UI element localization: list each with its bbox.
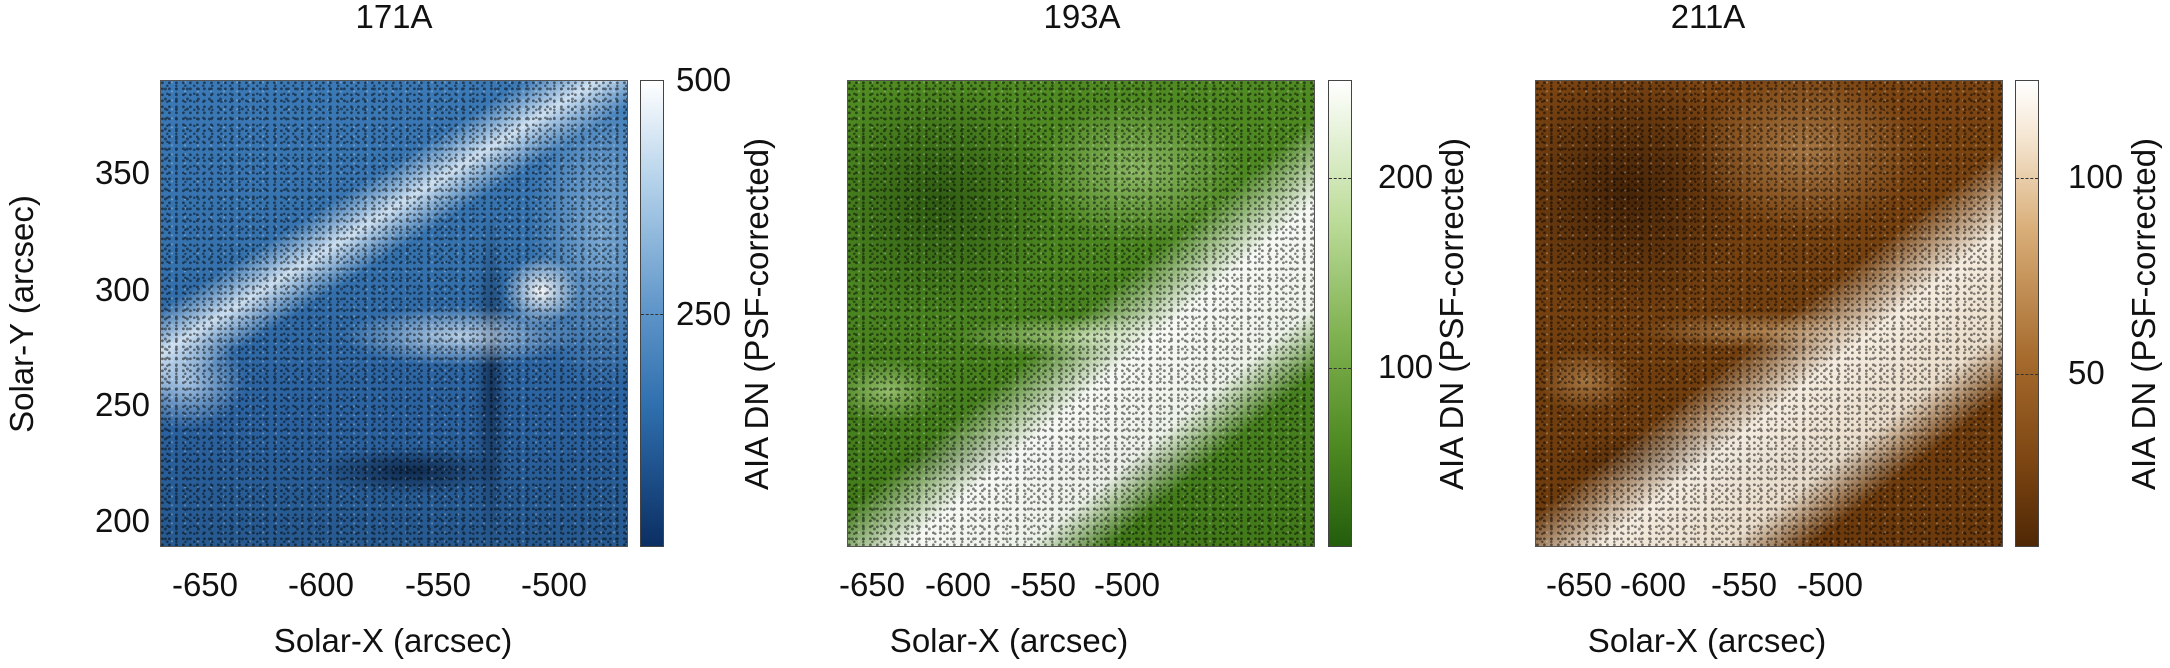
image-texture — [848, 81, 1314, 546]
x-tick-label: -600 — [287, 566, 355, 603]
colorbar-tick-label: 250 — [676, 295, 732, 332]
colorbar-tick-label: 50 — [2068, 354, 2105, 391]
colorbar-193 — [1328, 80, 1352, 547]
colorbar-tick — [641, 314, 663, 315]
solar-image-171 — [160, 80, 628, 547]
x-tick-label: -550 — [1710, 566, 1778, 603]
panel-title: 211A — [1670, 0, 1746, 35]
x-tick-label: -650 — [838, 566, 906, 603]
panel-193: 193A 200 100 AIA DN (PSF-corrected) -650… — [838, 0, 1470, 659]
colorbar-211 — [2015, 80, 2039, 547]
x-tick-label: -500 — [1796, 566, 1864, 603]
x-tick-label: -650 — [1545, 566, 1613, 603]
colorbar-tick — [1329, 178, 1351, 179]
y-tick-label: 350 — [94, 154, 150, 191]
x-tick-label: -600 — [924, 566, 992, 603]
x-axis-label: Solar-X (arcsec) — [889, 622, 1129, 659]
x-tick-label: -550 — [404, 566, 472, 603]
solar-image-193 — [847, 80, 1315, 547]
x-tick-label: -550 — [1009, 566, 1077, 603]
x-tick-label: -650 — [171, 566, 239, 603]
y-tick-label: 250 — [94, 386, 150, 423]
y-tick-label: 200 — [94, 502, 150, 539]
panel-171: 171A Solar-Y (arcsec) 350 300 250 200 50… — [0, 0, 820, 668]
x-tick-label: -500 — [520, 566, 588, 603]
panel-title: 193A — [1043, 0, 1121, 35]
panel-title: 171A — [355, 0, 433, 35]
colorbar-tick-label: 100 — [2068, 158, 2124, 195]
x-axis-label: Solar-X (arcsec) — [273, 622, 513, 659]
colorbar-tick-label: 100 — [1378, 348, 1434, 385]
x-tick-label: -500 — [1093, 566, 1161, 603]
colorbar-tick — [1329, 368, 1351, 369]
colorbar-label: AIA DN (PSF-corrected) — [2125, 137, 2162, 491]
y-tick-label: 300 — [94, 271, 150, 308]
image-texture — [161, 81, 627, 546]
colorbar-tick-label: 500 — [676, 61, 732, 98]
solar-image-211 — [1535, 80, 2003, 547]
colorbar-171 — [640, 80, 664, 547]
image-texture — [1536, 81, 2002, 546]
x-tick-label: -600 — [1619, 566, 1687, 603]
colorbar-tick — [2016, 374, 2038, 375]
x-axis-label: Solar-X (arcsec) — [1587, 622, 1827, 659]
colorbar-tick-label: 200 — [1378, 158, 1434, 195]
colorbar-tick — [2016, 178, 2038, 179]
